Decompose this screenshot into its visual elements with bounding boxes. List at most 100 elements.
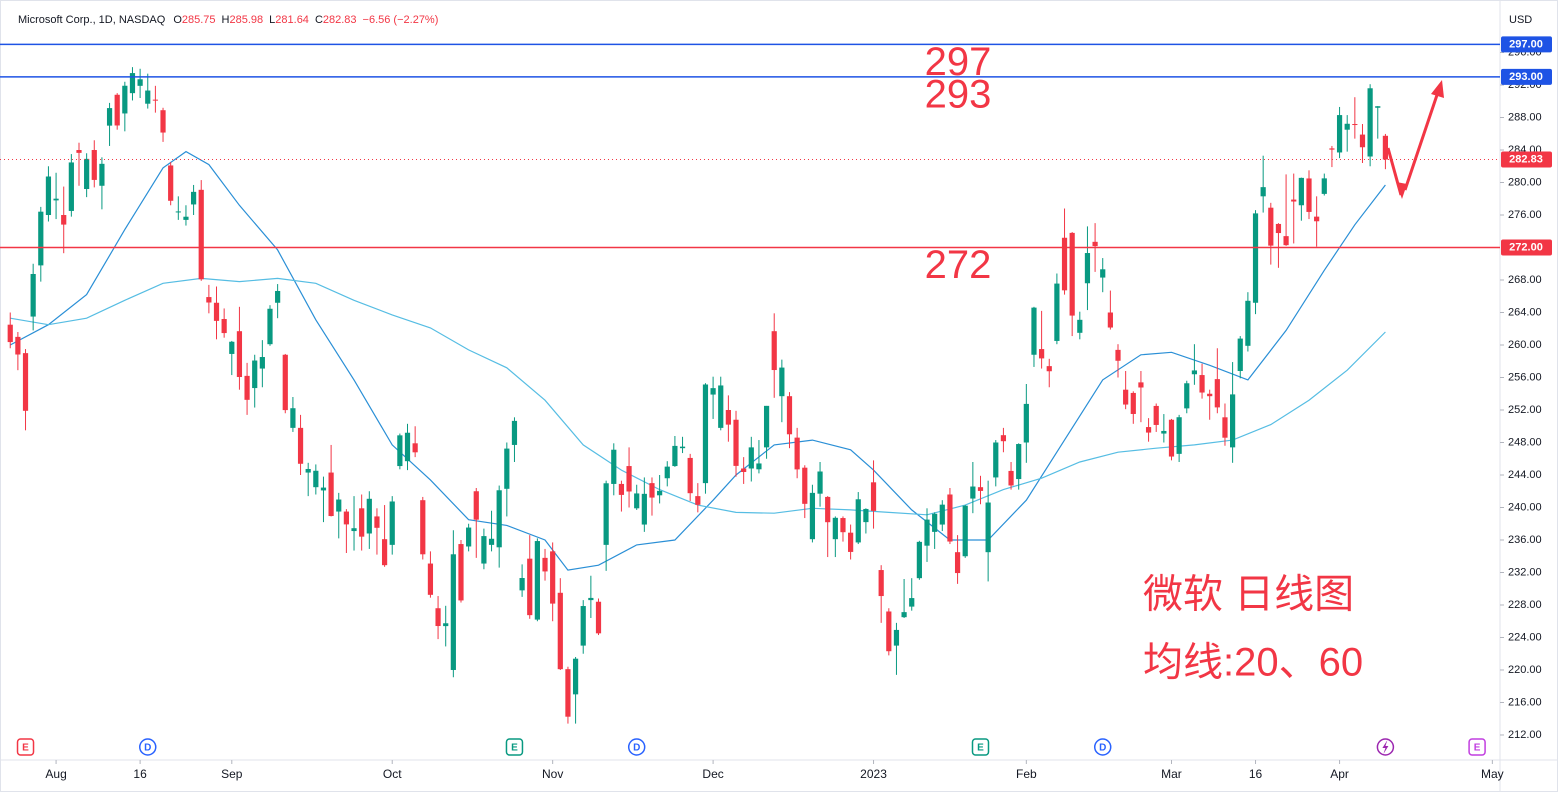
candle-body	[550, 551, 556, 604]
candle-body	[878, 570, 884, 597]
candle-body	[1084, 253, 1091, 284]
event-icon	[16, 738, 35, 756]
candle-body	[962, 505, 968, 557]
candle-body	[1061, 237, 1068, 291]
candle-body	[1237, 338, 1243, 372]
candle-body	[1107, 312, 1113, 328]
candle-body	[1275, 223, 1282, 234]
candle-body	[129, 73, 136, 94]
x-tick-label: Aug	[45, 767, 66, 781]
candle-body	[1375, 106, 1381, 108]
candle-body	[404, 432, 411, 462]
x-tick-label: 2023	[860, 767, 887, 781]
level-label-box	[1501, 239, 1552, 256]
level-annotation: 272	[925, 243, 992, 287]
y-tick-label: 248.00	[1508, 436, 1542, 448]
candle-body	[1031, 307, 1037, 355]
candle-body	[397, 435, 403, 467]
candle-body	[61, 215, 67, 225]
event-icon	[627, 738, 646, 756]
candle-body	[1207, 393, 1213, 397]
candle-body	[1352, 124, 1358, 126]
candle-body	[1077, 319, 1083, 333]
candle-body	[557, 592, 563, 670]
candle-body	[275, 290, 281, 303]
candle-body	[542, 557, 548, 572]
candle-body	[527, 558, 533, 616]
candle-body	[985, 502, 991, 553]
plot-area	[7, 67, 1389, 724]
candle-body	[817, 471, 823, 494]
candle-body	[1000, 435, 1007, 442]
candle-body	[1016, 444, 1022, 480]
candle-body	[1046, 366, 1052, 372]
y-tick-label: 280.00	[1508, 176, 1542, 188]
candle-body	[1321, 178, 1327, 194]
y-tick-label: 216.00	[1508, 696, 1542, 708]
candle-body	[519, 578, 525, 591]
ohlc-value: 282.83	[323, 14, 357, 26]
candle-body	[336, 499, 342, 512]
candle-body	[1191, 370, 1198, 375]
candle-body	[359, 508, 365, 537]
event-label: E	[511, 743, 518, 754]
candle-body	[282, 354, 288, 411]
candle-body	[229, 341, 235, 354]
candle-body	[91, 150, 97, 180]
candle-body	[420, 500, 426, 555]
candle-body	[672, 445, 678, 467]
candle-body	[580, 606, 586, 646]
level-label-box	[1501, 68, 1552, 85]
candle-body	[664, 466, 670, 479]
candle-body	[7, 324, 13, 343]
candle-body	[909, 598, 915, 607]
candle-body	[1329, 148, 1335, 150]
candle-body	[695, 496, 701, 505]
candle-body	[1306, 178, 1312, 212]
candle-body	[855, 499, 861, 543]
candle-body	[893, 629, 900, 646]
candle-body	[657, 490, 663, 496]
ohlc: O285.75 H285.98 L281.64 C282.83 −6.56 (−2.27…	[173, 14, 438, 26]
candle-body	[488, 538, 495, 545]
candle-body	[970, 486, 976, 499]
candle-body	[809, 492, 816, 540]
event-icon	[971, 738, 990, 756]
candle-body	[504, 448, 510, 489]
candle-body	[1336, 115, 1343, 153]
candle-body	[328, 472, 334, 517]
candle-body	[366, 498, 372, 534]
candle-body	[848, 532, 854, 552]
candle-body	[45, 176, 52, 216]
candle-body	[206, 297, 212, 303]
candle-body	[1382, 135, 1389, 160]
candle-body	[343, 511, 349, 525]
y-tick-label: 236.00	[1508, 534, 1542, 546]
x-tick-label: May	[1481, 767, 1504, 781]
candle-body	[427, 563, 434, 595]
y-tick-label: 232.00	[1508, 566, 1542, 578]
candle-body	[802, 467, 808, 504]
candle-body	[534, 541, 540, 620]
candle-body	[1359, 134, 1366, 148]
x-tick-label: Sep	[221, 767, 243, 781]
chart-header: Microsoft Corp., 1D, NASDAQ O285.75 H285.9…	[18, 14, 438, 26]
x-tick-label: Nov	[542, 767, 563, 781]
lightning-bolt	[1382, 740, 1389, 754]
candle-body	[954, 552, 961, 574]
candle-body	[916, 541, 922, 579]
candle-body	[1069, 232, 1075, 316]
candle-body	[794, 437, 800, 470]
candle-body	[99, 163, 105, 186]
x-tick-label: Apr	[1330, 767, 1349, 781]
candle-body	[733, 419, 739, 466]
candle-body	[825, 496, 831, 523]
y-tick-label: 276.00	[1508, 209, 1542, 221]
y-tick-label: 244.00	[1508, 469, 1542, 481]
ohlc-value: 285.98	[230, 14, 264, 26]
candle-body	[977, 487, 984, 491]
event-label: D	[144, 743, 151, 754]
candle-body	[15, 336, 21, 355]
candle-body	[863, 508, 869, 523]
candle-body	[1184, 383, 1190, 409]
